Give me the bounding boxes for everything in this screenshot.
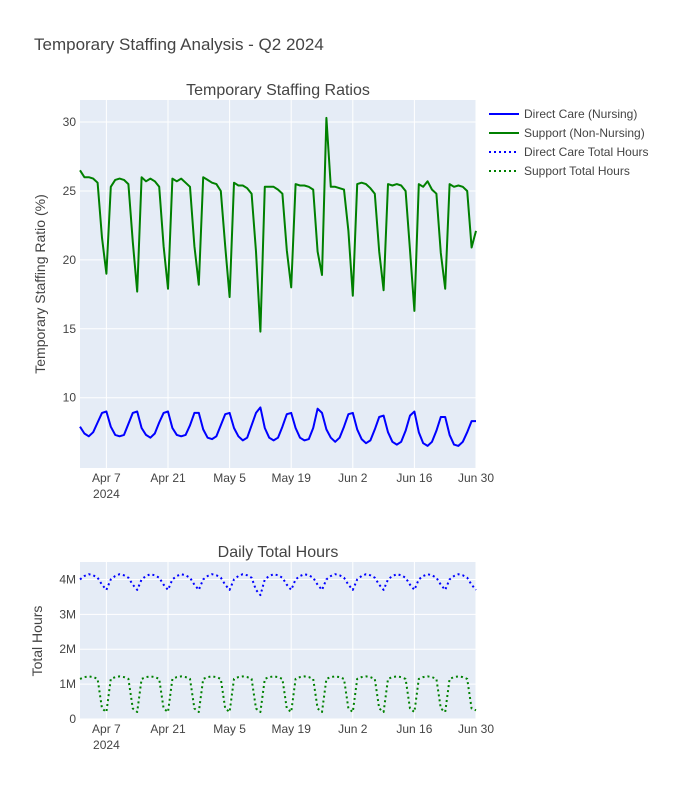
series-line-support-total-hours [79,675,477,713]
ratios-x-tick-label: May 5 [213,471,246,485]
hours-x-tick-label: May 5 [213,722,246,736]
hours-y-axis-title: Total Hours [29,606,45,677]
legend-item-direct-care-hours[interactable]: Direct Care Total Hours [489,145,649,159]
hours-y-tick-label: 4M [59,572,76,586]
hours-series-group [79,573,477,713]
legend[interactable]: Direct Care (Nursing) Support (Non-Nursi… [489,107,649,178]
ratios-subplot: 10 15 20 25 30 Apr 7 2024 Apr 21 May 5 May 19 Jun… [32,82,494,501]
ratios-y-axis-title: Temporary Staffing Ratio (%) [32,194,48,373]
hours-x-tick-year: 2024 [93,738,120,752]
hours-y-tick-label: 1M [59,677,76,691]
hours-y-tick-label: 3M [59,607,76,621]
ratios-y-ticks: 10 15 20 25 30 [63,115,77,405]
ratios-x-tick-label: Jun 16 [396,471,432,485]
hours-subplot: 0 1M 2M 3M 4M Apr 7 2024 Apr 21 May 5 May 19 Jun … [29,544,494,752]
ratios-plot-area [80,100,476,468]
ratios-y-tick-label: 30 [63,115,77,129]
ratios-x-tick-label: Apr 21 [150,471,186,485]
hours-x-tick-label: Jun 16 [396,722,432,736]
legend-label-support-hours: Support Total Hours [524,164,630,178]
ratios-y-tick-label: 20 [63,253,77,267]
legend-item-direct-care[interactable]: Direct Care (Nursing) [489,107,637,121]
hours-y-tick-label: 0 [69,712,76,726]
hours-plot-area [80,562,476,719]
series-line-direct-care-nursing [79,406,476,447]
legend-item-support[interactable]: Support (Non-Nursing) [489,126,645,140]
ratios-y-tick-label: 10 [63,391,77,405]
legend-label-direct-care: Direct Care (Nursing) [524,107,637,121]
figure-title: Temporary Staffing Analysis - Q2 2024 [34,35,324,54]
series-line-support-non-nursing [79,116,477,333]
ratios-x-tick-year: 2024 [93,487,120,501]
hours-x-ticks: Apr 7 2024 Apr 21 May 5 May 19 Jun 2 Jun 16 Jun… [92,722,494,752]
series-line-direct-care-total-hours [79,573,477,597]
hours-x-tick-label: Apr 21 [150,722,186,736]
ratios-x-tick-label: Jun 2 [338,471,368,485]
ratios-y-tick-label: 15 [63,322,77,336]
ratios-x-tick-label: Jun 30 [458,471,494,485]
ratios-x-ticks: Apr 7 2024 Apr 21 May 5 May 19 Jun 2 Jun 16 Jun… [92,471,494,501]
ratios-series-group [79,116,477,447]
hours-y-tick-label: 2M [59,642,76,656]
hours-x-tick-label: May 19 [272,722,312,736]
ratios-x-tick-label: Apr 7 [92,471,121,485]
hours-x-tick-label: Jun 30 [458,722,494,736]
hours-chart-title: Daily Total Hours [218,544,339,561]
hours-x-tick-label: Apr 7 [92,722,121,736]
ratios-chart-title: Temporary Staffing Ratios [186,82,370,99]
hours-x-tick-label: Jun 2 [338,722,368,736]
ratios-y-tick-label: 25 [63,184,77,198]
legend-label-direct-care-hours: Direct Care Total Hours [524,145,649,159]
ratios-x-tick-label: May 19 [272,471,312,485]
hours-y-ticks: 0 1M 2M 3M 4M [59,572,76,726]
legend-item-support-hours[interactable]: Support Total Hours [489,164,630,178]
legend-label-support: Support (Non-Nursing) [524,126,645,140]
